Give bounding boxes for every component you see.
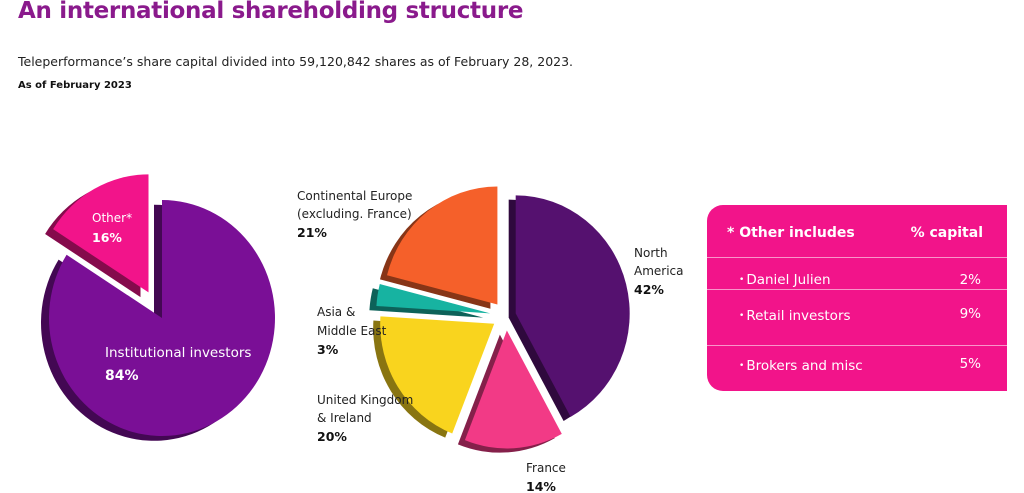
table-row: Brokers and misc 5%	[707, 345, 1007, 392]
row-value: 2%	[959, 272, 981, 288]
pie-slice-france	[464, 330, 562, 449]
label-cont-europe-line1: Continental Europe	[297, 189, 412, 203]
pie-slice-continental-europe-excluding-france	[387, 186, 498, 305]
other-table-header: * Other includes % capital	[707, 205, 1007, 257]
label-uk-line1: United Kingdom	[317, 393, 413, 407]
label-uk-line2: & Ireland	[317, 411, 372, 425]
pie-slice-united-kingdom-ireland	[380, 316, 495, 434]
label-institutional-pct: 84%	[105, 368, 139, 384]
label-asia-line2: Middle East	[317, 324, 387, 338]
page-title: An international shareholding structure	[18, 0, 524, 24]
label-other-pct: 16%	[92, 230, 122, 245]
label-north-america-pct: 42%	[634, 282, 664, 297]
label-uk-pct: 20%	[317, 429, 347, 444]
table-row: Daniel Julien 2%	[707, 257, 1007, 308]
pie-chart-investor-type	[40, 174, 275, 441]
label-cont-europe-line2: (excluding. France)	[297, 207, 412, 221]
label-cont-europe-pct: 21%	[297, 225, 327, 240]
other-includes-table: * Other includes % capital Daniel Julien…	[707, 205, 1007, 391]
page-subtitle: Teleperformance’s share capital divided …	[18, 54, 574, 69]
label-north-america-line2: America	[634, 264, 684, 278]
label-other-name: Other*	[92, 211, 132, 225]
label-asia-line1: Asia &	[317, 305, 355, 319]
row-value: 9%	[959, 306, 981, 322]
other-table-header-left: * Other includes	[727, 225, 855, 241]
as-of-date: As of February 2023	[18, 80, 132, 91]
row-name: Daniel Julien	[739, 272, 830, 288]
label-north-america-line1: North	[634, 246, 668, 260]
row-name: Brokers and misc	[739, 358, 862, 374]
other-table-header-right: % capital	[910, 225, 983, 241]
label-france-name: France	[526, 461, 566, 475]
label-institutional-name: Institutional investors	[105, 345, 251, 361]
row-value: 5%	[959, 356, 981, 372]
row-name: Retail investors	[739, 308, 850, 324]
pie-slice-institutional-investors	[48, 200, 275, 437]
pie-chart-geography	[369, 186, 630, 453]
pie-slice-north-america	[515, 195, 630, 417]
label-france-pct: 14%	[526, 479, 556, 493]
pie-slice-asia-middle-east	[376, 284, 491, 314]
label-asia-pct: 3%	[317, 342, 339, 357]
table-row: Retail investors 9%	[707, 289, 1007, 346]
pie-slice-other	[53, 174, 149, 293]
